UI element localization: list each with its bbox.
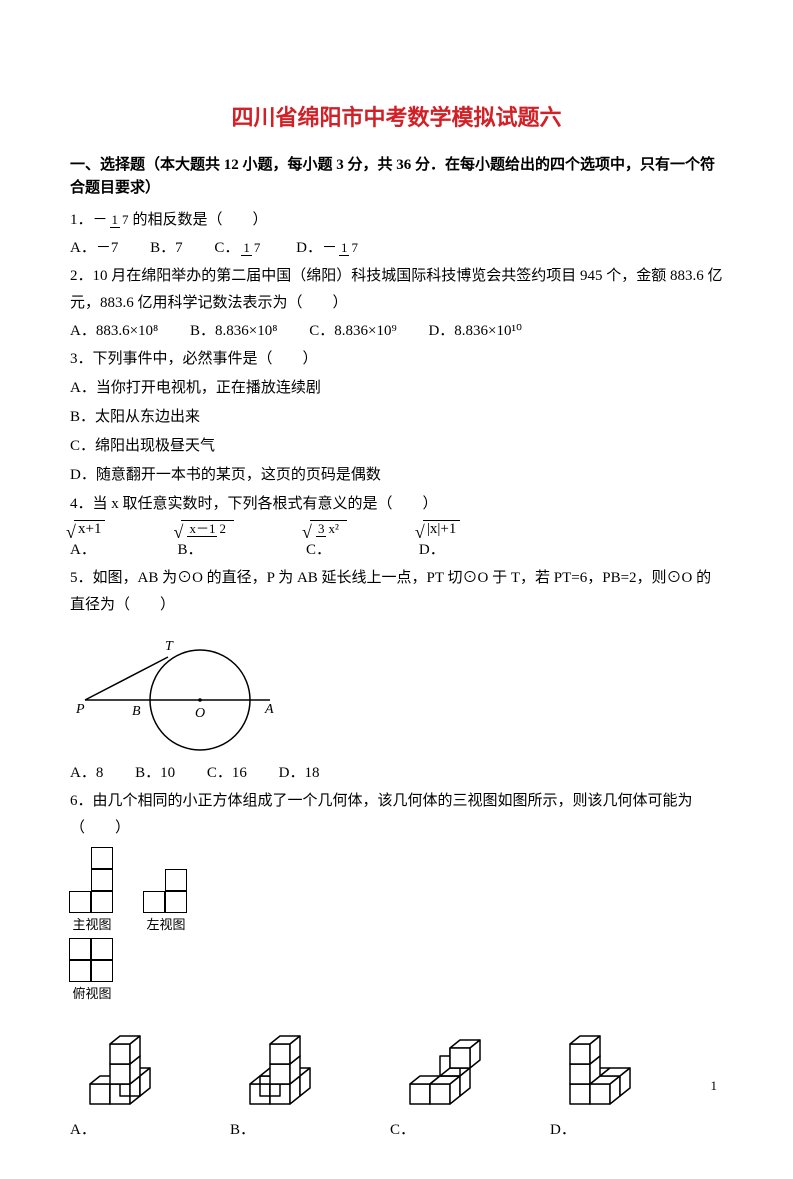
q4-opt-C: √3x² C． (306, 520, 351, 559)
q1-opt-B: B．7 (150, 236, 183, 257)
question-3: 3．下列事件中，必然事件是（ ） (70, 346, 723, 373)
q4-opt-A: √x+1 A． (70, 520, 109, 559)
q5-opt-C: C．16 (207, 761, 247, 782)
page-number: 1 (711, 1078, 718, 1094)
q6-opt-C: C． (390, 1014, 490, 1139)
top-view: 俯视图 (70, 939, 114, 1002)
question-6: 6．由几个相同的小正方体组成了一个几何体，该几何体的三视图如图所示，则该几何体可… (70, 788, 723, 842)
q2-opt-B: B．8.836×10⁸ (190, 319, 277, 340)
q5-opt-A: A．8 (70, 761, 103, 782)
q5-opt-B: B．10 (135, 761, 175, 782)
q3-opt-D: D．随意翻开一本书的某页，这页的页码是偶数 (70, 462, 723, 489)
q6-opt-B: B． (230, 1014, 330, 1139)
q1-options: A．－7 B．7 C．17 D．－17 (70, 236, 723, 257)
front-view: 主视图 (70, 848, 114, 933)
q3-opt-A: A．当你打开电视机，正在播放连续剧 (70, 375, 723, 402)
front-view-label: 主视图 (70, 914, 114, 933)
q5-opt-D: D．18 (279, 761, 320, 782)
section-1-header: 一、选择题（本大题共 12 小题，每小题 3 分，共 36 分．在每小题给出的四… (70, 154, 723, 199)
question-1: 1．－17的相反数是（ ） (70, 207, 723, 234)
question-2: 2．10 月在绵阳举办的第二届中国（绵阳）科技城国际科技博览会共签约项目 945… (70, 263, 723, 317)
label-O: O (195, 706, 205, 721)
label-T: T (165, 639, 174, 654)
label-B: B (132, 704, 141, 719)
q6-views-row1: 主视图 左视图 (70, 848, 723, 933)
q6-views-row2: 俯视图 (70, 939, 723, 1002)
label-P: P (75, 702, 85, 717)
circle-diagram-svg: T P B O A (70, 625, 290, 755)
q5-options: A．8 B．10 C．16 D．18 (70, 761, 723, 782)
q5-circle-figure: T P B O A (70, 625, 723, 755)
q1-pre: 1．－ (70, 212, 108, 228)
q4-opt-B: √x－12 B． (177, 520, 238, 559)
q3-opt-C: C．绵阳出现极昼天气 (70, 433, 723, 460)
iso-B-svg (230, 1014, 330, 1114)
q2-opt-D: D．8.836×10¹⁰ (428, 319, 522, 340)
q1-opt-C: C．17 (214, 236, 264, 257)
q1-fraction: 17 (110, 213, 131, 227)
iso-C-svg (390, 1014, 490, 1114)
q6-opt-D: D． (550, 1014, 650, 1139)
page-content: 四川省绵阳市中考数学模拟试题六 一、选择题（本大题共 12 小题，每小题 3 分… (0, 0, 793, 1179)
q1-post: 的相反数是（ ） (133, 212, 268, 228)
iso-A-svg (70, 1014, 170, 1114)
q4-opt-D: √|x|+1 D． (419, 520, 464, 559)
q3-opt-B: B．太阳从东边出来 (70, 404, 723, 431)
exam-title: 四川省绵阳市中考数学模拟试题六 (70, 100, 723, 132)
q2-opt-A: A．883.6×10⁸ (70, 319, 158, 340)
left-view: 左视图 (144, 848, 188, 933)
q2-opt-C: C．8.836×10⁹ (309, 319, 396, 340)
q6-opt-A: A． (70, 1014, 170, 1139)
q2-options: A．883.6×10⁸ B．8.836×10⁸ C．8.836×10⁹ D．8.… (70, 319, 723, 340)
q6-iso-options: A． B． (70, 1014, 723, 1139)
q4-options: √x+1 A． √x－12 B． √3x² C． √|x|+1 D． (70, 520, 723, 559)
q1-opt-D: D．－17 (296, 236, 362, 257)
iso-D-svg (550, 1014, 650, 1114)
top-view-label: 俯视图 (70, 983, 114, 1002)
question-5: 5．如图，AB 为⊙O 的直径，P 为 AB 延长线上一点，PT 切⊙O 于 T… (70, 565, 723, 619)
left-view-label: 左视图 (144, 914, 188, 933)
q1-opt-A: A．－7 (70, 236, 118, 257)
question-4: 4．当 x 取任意实数时，下列各根式有意义的是（ ） (70, 491, 723, 518)
label-A: A (264, 702, 274, 717)
